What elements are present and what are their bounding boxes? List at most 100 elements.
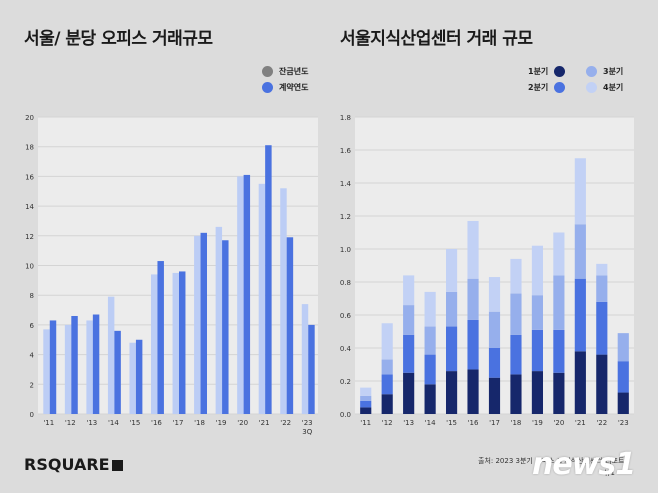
- bar-segment: [574, 278, 586, 352]
- x-tick-label: '19: [216, 419, 227, 427]
- bar-segment: [617, 392, 629, 414]
- bar: [215, 226, 223, 414]
- x-tick-label: '21: [575, 419, 586, 427]
- x-tick-label: '17: [489, 419, 500, 427]
- bar-segment: [531, 245, 544, 296]
- legend-label: 계약연도: [279, 83, 309, 92]
- y-tick-label: 0.4: [340, 345, 352, 353]
- x-tick-label: '18: [511, 419, 522, 427]
- bar: [129, 342, 136, 414]
- bar-segment: [553, 275, 565, 330]
- x-tick-label: '12: [65, 419, 76, 427]
- y-tick-label: 0.0: [340, 411, 351, 419]
- bar-segment: [424, 326, 436, 355]
- bar: [237, 176, 244, 414]
- bar-segment: [510, 374, 522, 414]
- bar-segment: [531, 295, 544, 330]
- x-tick-label: '20: [553, 419, 564, 427]
- bar-segment: [596, 275, 608, 302]
- source-note: 출처: 2023 3분기 오피스 & 지식산업센터 리포트 뉴1: [478, 456, 624, 477]
- y-tick-label: 1.0: [340, 246, 351, 254]
- legend-dot-icon: [554, 66, 566, 77]
- bar-segment: [445, 291, 458, 327]
- x-tick-label: '22: [596, 419, 607, 427]
- bar-segment: [488, 277, 501, 312]
- legend-dot-icon: [262, 66, 273, 77]
- bar-segment: [360, 387, 372, 396]
- bar-segment: [381, 359, 393, 375]
- y-tick-label: 18: [25, 144, 34, 152]
- bar: [157, 261, 164, 414]
- legend-label: 2분기: [528, 83, 549, 92]
- bar-segment: [403, 305, 415, 335]
- bar-segment: [424, 384, 436, 414]
- bar-segment: [596, 263, 608, 276]
- y-tick-label: 0.8: [340, 279, 351, 287]
- legend-dot-icon: [586, 82, 597, 93]
- x-tick-label: '14: [425, 419, 436, 427]
- legend-item-contract-year: 계약연도: [262, 82, 308, 93]
- bar: [64, 324, 72, 414]
- left-chart-title: 서울/ 분당 오피스 거래규모: [24, 29, 213, 49]
- x-tick-label: '16: [151, 419, 162, 427]
- bar-segment: [510, 258, 522, 294]
- bar: [243, 174, 251, 414]
- bar-segment: [360, 407, 372, 414]
- legend-item-q4: 4분기: [586, 82, 623, 93]
- bar-segment: [381, 394, 393, 414]
- y-tick-label: 4: [30, 352, 35, 360]
- x-tick-label: '18: [194, 419, 205, 427]
- bar-segment: [488, 377, 501, 414]
- bar-segment: [467, 369, 479, 414]
- bar-segment: [488, 348, 501, 378]
- logo-mark-icon: [111, 460, 123, 471]
- bar-segment: [424, 354, 436, 385]
- bar-segment: [553, 372, 565, 414]
- bar: [200, 232, 207, 414]
- y-tick-label: 10: [25, 263, 34, 271]
- bar-segment: [553, 329, 565, 373]
- source-credit: 뉴1: [604, 469, 615, 477]
- legend-label: 잔금년도: [279, 67, 309, 76]
- bar-segment: [381, 323, 393, 360]
- bar-segment: [488, 311, 501, 348]
- y-tick-label: 1.8: [340, 114, 351, 122]
- bar-segment: [510, 293, 522, 335]
- bar: [194, 235, 201, 414]
- bar-segment: [553, 232, 565, 276]
- bar: [258, 183, 266, 414]
- legend-label: 3분기: [603, 67, 624, 76]
- bar-segment: [403, 372, 415, 414]
- y-tick-label: 1.4: [340, 180, 352, 188]
- bar-segment: [596, 301, 608, 355]
- x-tick-label: '14: [108, 419, 119, 427]
- bar: [179, 271, 186, 414]
- y-tick-label: 16: [25, 173, 34, 181]
- x-tick-label: '11: [360, 419, 371, 427]
- x-tick-label: 3Q: [302, 428, 312, 436]
- bar-segment: [510, 334, 522, 375]
- right-chart-title: 서울지식산업센터 거래 규모: [340, 29, 533, 49]
- y-tick-label: 6: [30, 322, 35, 330]
- bar: [172, 272, 179, 414]
- y-tick-label: 20: [25, 114, 34, 122]
- bar-segment: [381, 374, 393, 395]
- brand-text: RSQUARE: [24, 455, 110, 474]
- bar: [280, 188, 287, 414]
- y-tick-label: 0: [30, 411, 34, 419]
- bar: [308, 324, 315, 414]
- bar-segment: [445, 326, 458, 372]
- x-tick-label: '13: [403, 419, 414, 427]
- x-tick-label: '21: [259, 419, 270, 427]
- bar-segment: [403, 275, 415, 306]
- bar: [286, 237, 294, 414]
- bar-segment: [360, 400, 372, 408]
- news1-watermark: news1: [532, 447, 636, 482]
- rsquare-logo: RSQUARE: [24, 455, 123, 474]
- x-tick-label: '22: [280, 419, 291, 427]
- x-tick-label: '13: [86, 419, 97, 427]
- bar-segment: [596, 354, 608, 414]
- y-tick-label: 8: [30, 292, 34, 300]
- bar-segment: [467, 319, 479, 370]
